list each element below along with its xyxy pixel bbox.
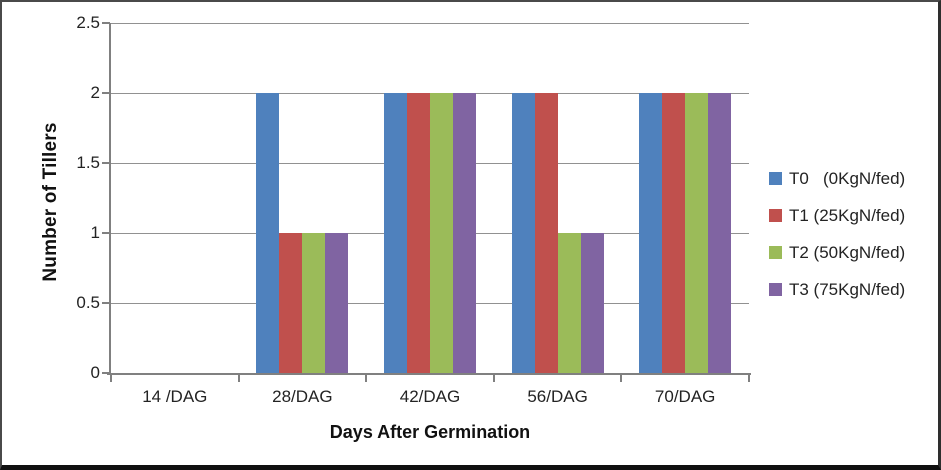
- bar-group: [621, 23, 749, 373]
- y-tick-label: 2: [90, 83, 100, 102]
- x-tick-label: 28/DAG: [272, 387, 333, 406]
- legend-label: T2 (50KgN/fed): [789, 242, 906, 262]
- bar: [279, 233, 303, 373]
- bar: [639, 93, 663, 373]
- bar: [256, 93, 280, 373]
- bar-group: [494, 23, 622, 373]
- x-axis-labels: 14 /DAG 28/DAG 42/DAG 56/DAG 70/DAG: [111, 387, 749, 407]
- bar-group: [366, 23, 494, 373]
- x-tick-mark: [748, 375, 750, 382]
- x-tick-mark: [237, 375, 240, 382]
- x-tick-mark: [110, 375, 112, 382]
- legend-label: T1 (25KgN/fed): [789, 205, 906, 225]
- x-tick-mark: [492, 375, 495, 382]
- bar: [685, 93, 709, 373]
- plot-area: [111, 22, 749, 373]
- bar-group: [111, 23, 239, 373]
- x-tick-label: 56/DAG: [527, 387, 588, 406]
- bar: [325, 233, 349, 373]
- bar: [580, 233, 604, 373]
- legend-label: T3 (75KgN/fed): [789, 279, 906, 299]
- y-tick-mark: [102, 302, 110, 304]
- legend-item: T3 (75KgN/fed): [769, 279, 905, 300]
- y-tick-label: 1.5: [76, 153, 100, 172]
- bar: [429, 93, 453, 373]
- bar: [383, 93, 407, 373]
- x-tick-label: 42/DAG: [399, 387, 461, 406]
- legend-swatch: [769, 246, 782, 259]
- y-axis-title: Number of Tillers: [40, 122, 61, 282]
- legend-swatch: [769, 172, 782, 185]
- x-axis-line: [107, 373, 751, 375]
- bar: [662, 93, 686, 373]
- y-tick-mark: [102, 232, 110, 234]
- y-tick-mark: [102, 372, 110, 374]
- bar: [534, 93, 558, 373]
- x-tick-mark: [620, 375, 623, 382]
- bar-group: [239, 23, 367, 373]
- gridline: [111, 22, 749, 24]
- y-tick-mark: [102, 92, 110, 94]
- bar: [302, 233, 326, 373]
- y-tick-mark: [102, 162, 110, 164]
- bar: [557, 233, 581, 373]
- y-axis-line: [109, 23, 111, 375]
- bar: [452, 93, 476, 373]
- bar: [708, 93, 732, 373]
- legend-label: T0 (0KgN/fed): [789, 168, 906, 188]
- x-axis-title: Days After Germination: [329, 422, 531, 442]
- bar-groups: [111, 23, 749, 373]
- x-tick-mark: [365, 375, 368, 382]
- legend-swatch: [769, 209, 782, 222]
- bar: [511, 93, 535, 373]
- legend-swatch: [769, 283, 782, 296]
- legend-item: T1 (25KgN/fed): [769, 205, 905, 226]
- bar: [406, 93, 430, 373]
- x-tick-label: 70/DAG: [654, 387, 716, 406]
- legend: T0 (0KgN/fed) T1 (25KgN/fed) T2 (50KgN/fed…: [769, 168, 905, 300]
- legend-item: T0 (0KgN/fed): [769, 168, 905, 189]
- y-tick-mark: [102, 22, 110, 24]
- x-tick-label: 14 /DAG: [142, 387, 208, 406]
- y-tick-label: 1: [90, 223, 100, 242]
- y-tick-label: 2.5: [76, 13, 100, 32]
- y-tick-label: 0: [90, 363, 100, 382]
- y-tick-label: 0.5: [76, 293, 100, 312]
- legend-item: T2 (50KgN/fed): [769, 242, 905, 263]
